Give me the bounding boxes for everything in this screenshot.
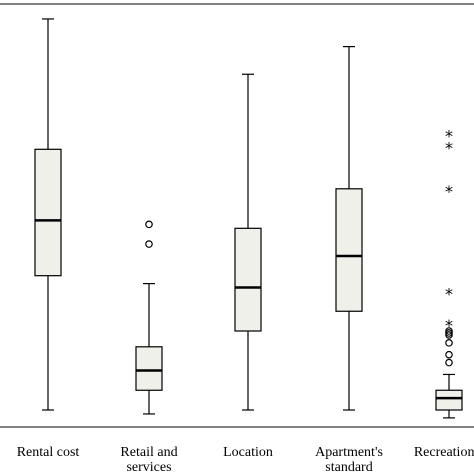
iqr-box [234, 227, 262, 332]
x-tick-label: Rental cost [17, 445, 80, 460]
extreme-point: * [445, 285, 453, 304]
x-tick-label: Retail and services [120, 445, 177, 474]
outlier-point [145, 220, 153, 229]
box-group-3 [234, 73, 262, 411]
extreme-point: * [445, 316, 453, 335]
outlier-point [445, 350, 453, 359]
outlier-point [145, 240, 153, 248]
x-tick-labels: Rental cost Retail and services Location Apa… [17, 445, 474, 474]
extreme-point: * [445, 138, 453, 157]
box-group-2 [135, 220, 163, 415]
x-tick-label: Recreation a [414, 445, 474, 460]
x-tick-label: Apartment's standard [315, 445, 383, 474]
outlier-point [445, 358, 453, 367]
outlier-point [445, 327, 453, 335]
box-group-5: ***** [435, 127, 463, 419]
iqr-box [34, 148, 62, 277]
iqr-box [335, 188, 363, 312]
x-tick-label: Location [223, 445, 273, 460]
boxes-layer: ***** [34, 18, 463, 419]
box-group-4 [335, 45, 363, 411]
iqr-box [135, 346, 163, 391]
extreme-point: * [445, 127, 453, 146]
extreme-point: * [445, 182, 453, 201]
outlier-point [445, 339, 453, 347]
iqr-box [435, 389, 463, 411]
box-group-1 [34, 18, 62, 411]
